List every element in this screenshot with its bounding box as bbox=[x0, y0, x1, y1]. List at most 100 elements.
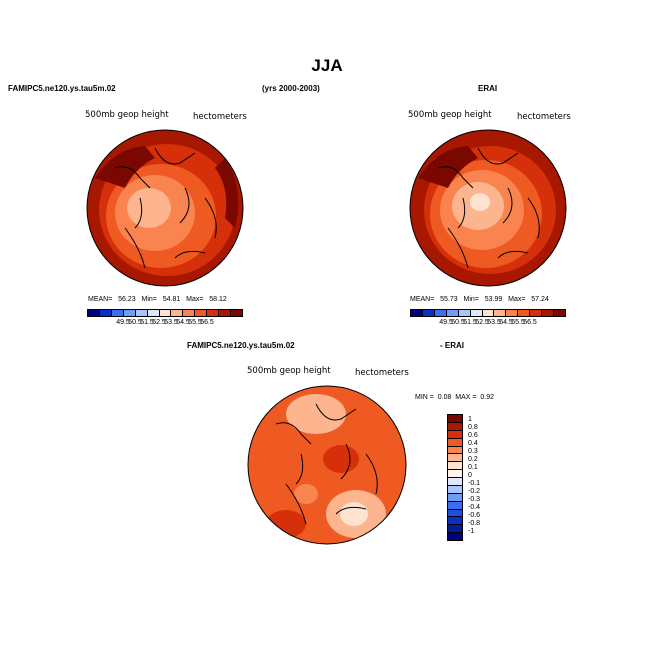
years-header: (yrs 2000-2003) bbox=[262, 84, 320, 93]
panel-c-max-label: MAX = bbox=[455, 394, 477, 401]
panel-a-max-value: 58.12 bbox=[209, 296, 227, 303]
panel-b-colorbar-swatch bbox=[434, 310, 447, 316]
panel-a-colorbar-tick-label: 51.5 bbox=[140, 319, 154, 326]
panel-c-min-label: MIN = bbox=[415, 394, 434, 401]
panel-b-colorbar-swatch bbox=[482, 310, 495, 316]
panel-c-colorbar-tick-label: 0.1 bbox=[468, 464, 478, 471]
panel-a-colorbar-tick-label: 55.5 bbox=[188, 319, 202, 326]
panel-c-colorbar-swatch bbox=[448, 422, 462, 431]
panel-b-colorbar-tick-label: 50.5 bbox=[451, 319, 465, 326]
panel-a-colorbar-swatch bbox=[207, 310, 220, 316]
panel-b-colorbar-tick-label: 49.5 bbox=[439, 319, 453, 326]
panel-c-stats: MIN = 0.08 MAX = 0.92 bbox=[415, 394, 494, 401]
panel-a-colorbar-swatch bbox=[147, 310, 160, 316]
panel-c-colorbar-tick-label: -0.8 bbox=[468, 520, 481, 527]
panel-c-colorbar-tick-label: 0 bbox=[468, 472, 472, 479]
panel-c-variable-label: 500mb geop height bbox=[247, 366, 331, 376]
panel-a-header: FAMIPC5.ne120.ys.tau5m.02 bbox=[8, 84, 116, 93]
panel-b-colorbar-swatch bbox=[422, 310, 435, 316]
panel-a-mean-label: MEAN= bbox=[88, 296, 113, 303]
panel-b-variable-label: 500mb geop height bbox=[408, 110, 492, 120]
panel-c-colorbar-tick-label: 0.4 bbox=[468, 440, 478, 447]
panel-b-colorbar-tick-label: 55.5 bbox=[511, 319, 525, 326]
panel-c-colorbar-swatch bbox=[448, 501, 462, 510]
panel-b-colorbar bbox=[410, 309, 566, 317]
panel-a-colorbar-tick-label: 52.5 bbox=[152, 319, 166, 326]
panel-a-colorbar-swatch bbox=[88, 310, 100, 316]
diff-header-left: FAMIPC5.ne120.ys.tau5m.02 bbox=[187, 341, 295, 350]
panel-c-colorbar-swatch bbox=[448, 462, 462, 471]
panel-a-colorbar-swatch bbox=[183, 310, 196, 316]
panel-c-colorbar-swatch bbox=[448, 454, 462, 463]
panel-a-colorbar-tick-label: 54.5 bbox=[176, 319, 190, 326]
panel-b-min-value: 53.99 bbox=[484, 296, 503, 303]
panel-a-variable-label: 500mb geop height bbox=[85, 110, 169, 120]
panel-b-colorbar-tick-label: 51.5 bbox=[463, 319, 477, 326]
panel-b-colorbar-swatch bbox=[518, 310, 531, 316]
panel-c-colorbar-swatch bbox=[448, 533, 462, 540]
panel-b-colorbar-swatch bbox=[458, 310, 471, 316]
panel-c-colorbar-tick-label: -0.3 bbox=[468, 496, 481, 503]
panel-a-colorbar-swatch bbox=[159, 310, 172, 316]
panel-a-colorbar-swatch bbox=[123, 310, 136, 316]
panel-c-colorbar-swatch bbox=[448, 517, 462, 526]
panel-c-min-value: 0.08 bbox=[437, 394, 452, 401]
panel-b-max-label: Max= bbox=[508, 296, 526, 303]
panel-a-map bbox=[86, 129, 244, 287]
panel-c-colorbar-swatch bbox=[448, 525, 462, 534]
panel-c-colorbar bbox=[447, 414, 463, 541]
panel-c-colorbar-tick-label: 0.6 bbox=[468, 432, 478, 439]
diff-header-right: - ERAI bbox=[440, 341, 464, 350]
panel-b-colorbar-tick-label: 53.5 bbox=[487, 319, 501, 326]
panel-a-colorbar-tick-label: 53.5 bbox=[164, 319, 178, 326]
panel-a-colorbar-tick-label: 49.5 bbox=[116, 319, 130, 326]
panel-c-colorbar-swatch bbox=[448, 470, 462, 478]
panel-c-colorbar-swatch bbox=[448, 438, 462, 447]
panel-c-colorbar-tick-label: 0.8 bbox=[468, 424, 478, 431]
panel-b-colorbar-swatch bbox=[530, 310, 543, 316]
panel-c-colorbar-tick-label: -0.4 bbox=[468, 504, 481, 511]
panel-c-colorbar-ticks: 1 0.8 0.6 0.4 0.3 0.2 0.1 0 -0.1 -0.2 -0.3 -0.4 -0.6… bbox=[468, 416, 480, 536]
page-title: JJA bbox=[311, 56, 343, 75]
panel-a-units-label: hectometers bbox=[193, 112, 247, 122]
panel-c-units-label: hectometers bbox=[355, 368, 409, 378]
panel-b-colorbar-swatch bbox=[542, 310, 555, 316]
panel-a-colorbar-swatch bbox=[195, 310, 208, 316]
panel-c-colorbar-tick-label: -0.6 bbox=[468, 512, 481, 519]
panel-c-colorbar-swatch bbox=[448, 478, 462, 486]
panel-b-colorbar-swatch bbox=[446, 310, 459, 316]
panel-c-colorbar-tick-label: 0.2 bbox=[468, 456, 478, 463]
panel-b-max-value: 57.24 bbox=[531, 296, 549, 303]
panel-b-mean-label: MEAN= bbox=[410, 296, 435, 303]
panel-a-colorbar-tick-label: 50.5 bbox=[128, 319, 142, 326]
panel-b-colorbar-swatch bbox=[506, 310, 519, 316]
panel-b-colorbar-tick-label: 54.5 bbox=[499, 319, 513, 326]
panel-c-colorbar-swatch bbox=[448, 415, 462, 423]
panel-a-colorbar-swatch bbox=[99, 310, 112, 316]
panel-a-max-label: Max= bbox=[186, 296, 204, 303]
panel-a-colorbar-swatch bbox=[171, 310, 184, 316]
panel-a-min-label: Min= bbox=[141, 296, 157, 303]
panel-a-colorbar bbox=[87, 309, 243, 317]
panel-c-colorbar-tick-label: -0.2 bbox=[468, 488, 481, 495]
panel-a-min-value: 54.81 bbox=[162, 296, 181, 303]
panel-c-max-value: 0.92 bbox=[480, 394, 494, 401]
panel-c-colorbar-tick-label: -0.1 bbox=[468, 480, 481, 487]
panel-c-colorbar-tick-label: 0.3 bbox=[468, 448, 478, 455]
panel-b-min-label: Min= bbox=[463, 296, 479, 303]
panel-c-colorbar-swatch bbox=[448, 430, 462, 439]
panel-b-map bbox=[409, 129, 567, 287]
panel-c-colorbar-swatch bbox=[448, 485, 462, 494]
panel-c-map bbox=[247, 385, 407, 545]
panel-a-colorbar-swatch bbox=[111, 310, 124, 316]
panel-b-colorbar-swatch bbox=[470, 310, 483, 316]
panel-c-colorbar-tick-label: -1 bbox=[468, 528, 475, 535]
panel-a-colorbar-swatch bbox=[219, 310, 232, 316]
panel-b-mean-value: 55.73 bbox=[440, 296, 458, 303]
panel-b-colorbar-tick-label: 52.5 bbox=[475, 319, 489, 326]
panel-a-stats: MEAN= 56.23 Min= 54.81 Max= 58.12 bbox=[88, 296, 227, 303]
panel-c-colorbar-tick-label: 1 bbox=[468, 416, 472, 423]
panel-a-colorbar-tick-label: 56.5 bbox=[200, 319, 214, 326]
panel-c-colorbar-swatch bbox=[448, 509, 462, 518]
panel-b-colorbar-swatch bbox=[494, 310, 507, 316]
